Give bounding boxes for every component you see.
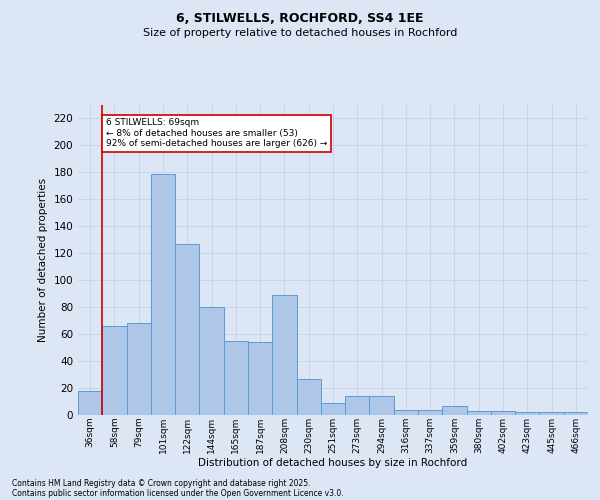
- Bar: [321, 403, 345, 415]
- Bar: [394, 410, 418, 415]
- Bar: [272, 295, 296, 415]
- Bar: [102, 326, 127, 415]
- Bar: [418, 410, 442, 415]
- Bar: [199, 307, 224, 415]
- Text: 6, STILWELLS, ROCHFORD, SS4 1EE: 6, STILWELLS, ROCHFORD, SS4 1EE: [176, 12, 424, 26]
- Bar: [345, 396, 370, 415]
- Bar: [539, 412, 564, 415]
- Text: Contains public sector information licensed under the Open Government Licence v3: Contains public sector information licen…: [12, 488, 344, 498]
- X-axis label: Distribution of detached houses by size in Rochford: Distribution of detached houses by size …: [199, 458, 467, 468]
- Bar: [224, 341, 248, 415]
- Bar: [127, 324, 151, 415]
- Bar: [175, 244, 199, 415]
- Y-axis label: Number of detached properties: Number of detached properties: [38, 178, 48, 342]
- Bar: [515, 412, 539, 415]
- Bar: [564, 412, 588, 415]
- Bar: [296, 378, 321, 415]
- Bar: [467, 411, 491, 415]
- Bar: [491, 411, 515, 415]
- Bar: [370, 396, 394, 415]
- Bar: [248, 342, 272, 415]
- Text: Contains HM Land Registry data © Crown copyright and database right 2025.: Contains HM Land Registry data © Crown c…: [12, 478, 311, 488]
- Text: 6 STILWELLS: 69sqm
← 8% of detached houses are smaller (53)
92% of semi-detached: 6 STILWELLS: 69sqm ← 8% of detached hous…: [106, 118, 328, 148]
- Bar: [151, 174, 175, 415]
- Bar: [78, 390, 102, 415]
- Text: Size of property relative to detached houses in Rochford: Size of property relative to detached ho…: [143, 28, 457, 38]
- Bar: [442, 406, 467, 415]
